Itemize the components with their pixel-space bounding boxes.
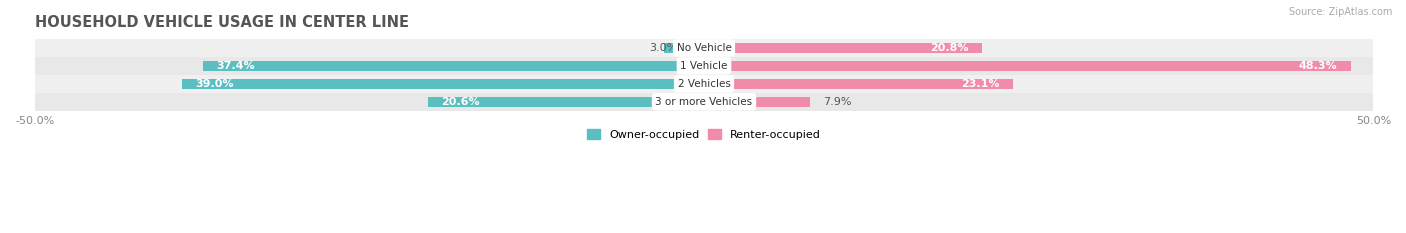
Text: 3.0%: 3.0% [650,43,678,53]
Text: 48.3%: 48.3% [1299,61,1337,71]
Bar [35,75,1374,93]
Text: 7.9%: 7.9% [823,97,852,107]
Text: 23.1%: 23.1% [962,79,1000,89]
Text: 2 Vehicles: 2 Vehicles [678,79,731,89]
Bar [704,43,983,53]
Bar [35,39,1374,57]
Bar [429,96,704,107]
Bar [704,61,1351,71]
Text: 39.0%: 39.0% [195,79,233,89]
Bar [181,79,704,89]
Bar [204,61,704,71]
Bar [35,57,1374,75]
Text: HOUSEHOLD VEHICLE USAGE IN CENTER LINE: HOUSEHOLD VEHICLE USAGE IN CENTER LINE [35,15,409,30]
Text: 37.4%: 37.4% [217,61,256,71]
Text: 3 or more Vehicles: 3 or more Vehicles [655,97,752,107]
Bar [35,93,1374,111]
Text: 1 Vehicle: 1 Vehicle [681,61,728,71]
Legend: Owner-occupied, Renter-occupied: Owner-occupied, Renter-occupied [582,125,825,144]
Bar [704,79,1014,89]
Bar [664,43,704,53]
Text: Source: ZipAtlas.com: Source: ZipAtlas.com [1288,7,1392,17]
Bar [704,96,810,107]
Text: 20.8%: 20.8% [931,43,969,53]
Text: 20.6%: 20.6% [441,97,481,107]
Text: No Vehicle: No Vehicle [676,43,731,53]
